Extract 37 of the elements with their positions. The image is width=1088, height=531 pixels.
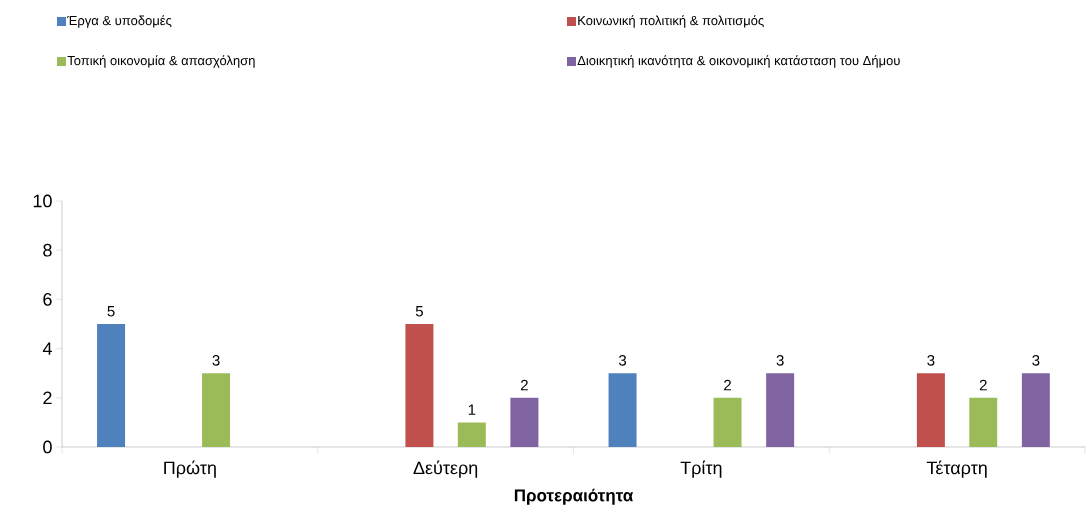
data-label: 5 bbox=[415, 306, 423, 317]
y-tick-label: 0 bbox=[43, 440, 52, 454]
data-label: 2 bbox=[520, 379, 528, 391]
x-tick-label: Τέταρτη bbox=[926, 460, 987, 478]
y-tick-label: 2 bbox=[43, 391, 52, 405]
data-label: 3 bbox=[1032, 355, 1040, 366]
y-tick-label: 10 bbox=[33, 194, 52, 208]
bar bbox=[97, 324, 126, 447]
bar bbox=[1021, 373, 1050, 447]
bar bbox=[608, 373, 637, 447]
bar bbox=[457, 422, 486, 447]
y-tick-label: 6 bbox=[43, 293, 52, 306]
bar bbox=[405, 324, 434, 447]
data-label: 3 bbox=[927, 355, 935, 366]
y-tick-label: 4 bbox=[42, 342, 52, 355]
legend-label: Διοικητική ικανότητα & οικονομική κατάσταση του Δήμου bbox=[577, 55, 900, 68]
bar bbox=[202, 373, 231, 447]
y-tick-label: 8 bbox=[43, 243, 52, 257]
data-label: 3 bbox=[618, 355, 627, 366]
x-axis-title: Προτεραιότητα bbox=[514, 488, 634, 505]
x-tick-label: Πρώτη bbox=[164, 460, 216, 478]
legend-label: Έργα & υποδομές bbox=[67, 15, 172, 28]
data-label: 3 bbox=[212, 355, 220, 366]
x-tick-label: Δεύτερη bbox=[413, 460, 478, 478]
data-label: 5 bbox=[107, 306, 115, 317]
x-tick-label: Τρίτη bbox=[680, 460, 722, 478]
bar bbox=[766, 373, 795, 447]
data-label: 2 bbox=[724, 379, 731, 391]
legend-label: Κοινωνική πολιτική & πολιτισμός bbox=[578, 15, 764, 28]
data-label: 2 bbox=[979, 379, 987, 391]
bar bbox=[969, 397, 998, 447]
legend-label: Τοπική οικονομία & απασχόληση bbox=[67, 55, 255, 68]
bar bbox=[713, 397, 742, 447]
bar bbox=[916, 373, 945, 447]
bar bbox=[510, 397, 539, 447]
data-label: 1 bbox=[468, 404, 476, 415]
data-label: 3 bbox=[776, 355, 784, 366]
